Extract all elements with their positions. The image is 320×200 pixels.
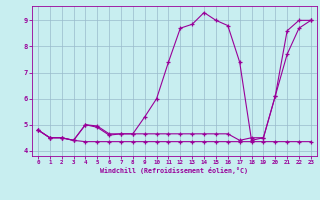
X-axis label: Windchill (Refroidissement éolien,°C): Windchill (Refroidissement éolien,°C): [100, 167, 248, 174]
